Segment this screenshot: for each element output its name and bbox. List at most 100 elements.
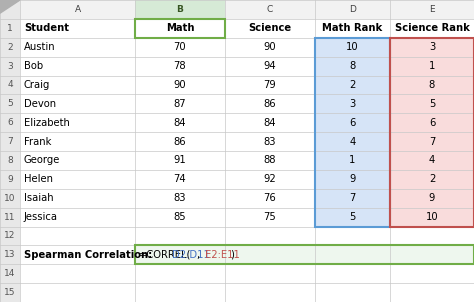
Text: 8: 8	[349, 61, 356, 71]
Text: Frank: Frank	[24, 137, 51, 146]
Bar	[315, 94, 390, 113]
Text: 86: 86	[173, 137, 186, 146]
Text: 3: 3	[7, 62, 13, 71]
Bar	[0, 283, 20, 302]
Bar	[0, 170, 20, 189]
Text: Bob: Bob	[24, 61, 43, 71]
Text: Spearman Correlation:: Spearman Correlation:	[24, 250, 152, 260]
Bar	[0, 19, 20, 38]
Text: 14: 14	[4, 269, 16, 278]
Bar	[315, 151, 390, 170]
Bar	[20, 0, 474, 19]
Bar	[135, 245, 474, 264]
Bar	[0, 57, 20, 76]
Text: 78: 78	[173, 61, 186, 71]
Text: ): )	[230, 250, 234, 260]
Text: 87: 87	[173, 99, 186, 109]
Bar	[390, 132, 474, 151]
Text: 3: 3	[429, 42, 435, 52]
Bar	[0, 226, 20, 245]
Bar	[0, 94, 20, 113]
Text: 83: 83	[264, 137, 276, 146]
Text: 6: 6	[7, 118, 13, 127]
Bar	[315, 208, 390, 226]
Text: 86: 86	[264, 99, 276, 109]
Text: Math Rank: Math Rank	[322, 23, 383, 33]
Bar	[0, 76, 20, 94]
Bar	[315, 38, 390, 226]
Text: 2: 2	[7, 43, 13, 52]
Bar	[0, 245, 20, 264]
Text: 84: 84	[174, 118, 186, 128]
Text: 10: 10	[4, 194, 16, 203]
Text: 3: 3	[349, 99, 356, 109]
Bar	[315, 189, 390, 208]
Text: 4: 4	[349, 137, 356, 146]
Text: 4: 4	[7, 80, 13, 89]
Text: 7: 7	[7, 137, 13, 146]
Bar	[315, 170, 390, 189]
Text: 6: 6	[429, 118, 435, 128]
Text: 5: 5	[429, 99, 435, 109]
Bar	[0, 38, 20, 57]
Text: D2:D11: D2:D11	[172, 250, 210, 260]
Text: 88: 88	[264, 156, 276, 165]
Text: 10: 10	[426, 212, 438, 222]
Bar	[390, 38, 474, 226]
Text: 84: 84	[264, 118, 276, 128]
Text: 1: 1	[7, 24, 13, 33]
Text: E2:E11: E2:E11	[205, 250, 240, 260]
Bar	[390, 208, 474, 226]
Text: 94: 94	[264, 61, 276, 71]
Text: 7: 7	[349, 193, 356, 203]
Bar	[390, 151, 474, 170]
Text: 90: 90	[264, 42, 276, 52]
Text: 91: 91	[173, 156, 186, 165]
Text: 7: 7	[429, 137, 435, 146]
Text: A: A	[74, 5, 81, 14]
Bar	[315, 57, 390, 76]
Bar	[315, 76, 390, 94]
Text: 79: 79	[264, 80, 276, 90]
Bar	[0, 189, 20, 208]
Bar	[135, 19, 225, 38]
Text: George: George	[24, 156, 60, 165]
Text: 15: 15	[4, 288, 16, 297]
Text: 10: 10	[346, 42, 359, 52]
Text: E: E	[429, 5, 435, 14]
Text: 2: 2	[429, 174, 435, 184]
Bar	[135, 0, 225, 19]
Bar	[135, 245, 474, 264]
Text: 9: 9	[7, 175, 13, 184]
Text: C: C	[267, 5, 273, 14]
Text: B: B	[176, 5, 183, 14]
Bar	[390, 38, 474, 57]
Text: 92: 92	[264, 174, 276, 184]
Text: D: D	[349, 5, 356, 14]
Text: 74: 74	[173, 174, 186, 184]
Text: 11: 11	[4, 213, 16, 222]
Bar	[0, 132, 20, 151]
Bar	[390, 94, 474, 113]
Bar	[0, 264, 20, 283]
Text: Isaiah: Isaiah	[24, 193, 54, 203]
Bar	[390, 76, 474, 94]
Bar	[0, 113, 20, 132]
Text: Helen: Helen	[24, 174, 53, 184]
Bar	[0, 208, 20, 226]
Text: Math: Math	[166, 23, 194, 33]
Text: 75: 75	[264, 212, 276, 222]
Text: 6: 6	[349, 118, 356, 128]
Text: 5: 5	[7, 99, 13, 108]
Bar	[390, 170, 474, 189]
Text: 12: 12	[4, 231, 16, 240]
Text: =CORREL(: =CORREL(	[139, 250, 191, 260]
Bar	[315, 38, 390, 57]
Text: Student: Student	[24, 23, 69, 33]
Text: 83: 83	[174, 193, 186, 203]
Bar	[390, 113, 474, 132]
Text: 1: 1	[429, 61, 435, 71]
Text: 9: 9	[429, 193, 435, 203]
Bar	[0, 0, 20, 19]
Text: Science Rank: Science Rank	[394, 23, 469, 33]
